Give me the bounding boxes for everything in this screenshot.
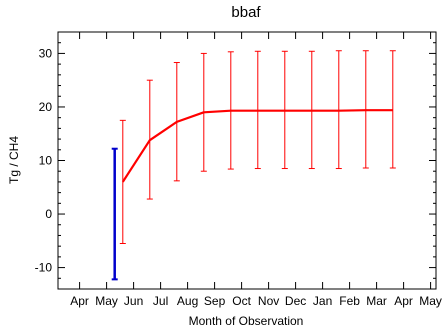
x-tick-label: Jan (313, 294, 332, 308)
y-tick-label: 30 (39, 46, 53, 60)
chart-title: bbaf (231, 4, 261, 21)
x-tick-label: Dec (285, 294, 306, 308)
y-axis-title: Tg / CH4 (7, 136, 21, 184)
x-tick-label: Aug (177, 294, 198, 308)
series-line (121, 109, 393, 183)
x-tick-label: Oct (232, 294, 251, 308)
x-tick-label: Apr (394, 294, 413, 308)
x-tick-label: May (419, 294, 442, 308)
x-tick-label: May (95, 294, 118, 308)
y-tick-label: 20 (39, 100, 53, 114)
x-tick-label: Jun (124, 294, 143, 308)
x-tick-label: Feb (339, 294, 360, 308)
x-tick-label: Nov (258, 294, 279, 308)
x-axis-title: Month of Observation (189, 314, 304, 328)
y-tick-label: -10 (35, 261, 53, 275)
plot-area: -10 0 10 20 30 Apr May Jun Jul Aug Sep Oct Nov Dec Jan… (35, 31, 442, 308)
x-tick-label: Mar (366, 294, 387, 308)
y-tick-label: 10 (39, 154, 53, 168)
x-tick-label: Apr (70, 294, 89, 308)
x-tick-label: Sep (204, 294, 226, 308)
y-tick-label: 0 (45, 207, 52, 221)
x-tick-label: Jul (153, 294, 168, 308)
